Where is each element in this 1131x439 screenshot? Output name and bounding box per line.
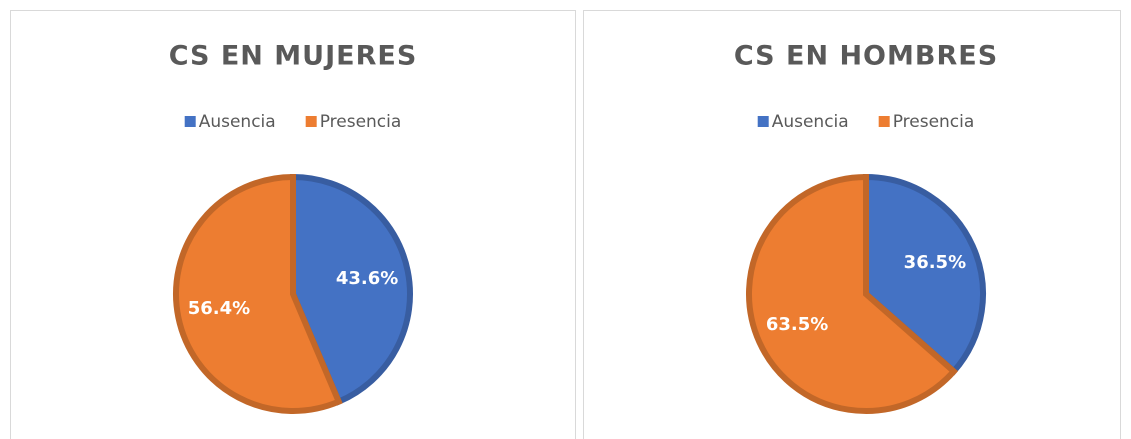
legend-label: Ausencia	[199, 112, 276, 132]
legend-swatch	[757, 116, 769, 127]
data-label: 56.4%	[188, 298, 250, 319]
data-label: 43.6%	[336, 268, 398, 289]
pie-slice	[863, 173, 986, 376]
pie-slice	[746, 173, 959, 414]
data-label: 63.5%	[766, 314, 828, 335]
chart-title: CS EN MUJERES	[169, 41, 418, 72]
legend-swatch	[184, 116, 196, 127]
data-label: 36.5%	[904, 252, 966, 273]
pie-slice	[290, 173, 413, 406]
legend-swatch	[305, 116, 317, 127]
pie-slice	[173, 173, 343, 414]
chart-title: CS EN HOMBRES	[734, 41, 998, 72]
legend-swatch	[878, 116, 890, 127]
legend-label: Presencia	[893, 112, 975, 132]
legend-label: Presencia	[320, 112, 402, 132]
legend-label: Ausencia	[772, 112, 849, 132]
